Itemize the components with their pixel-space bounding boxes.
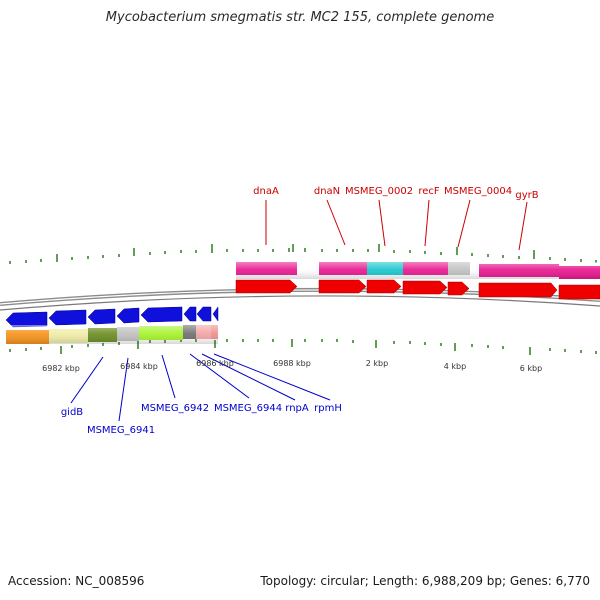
gene-label-rpmH: rpmH — [314, 403, 342, 414]
gene-label-recF: recF — [418, 186, 440, 197]
position-label-6kbp: 6 kbp — [520, 364, 542, 373]
gene-label-msmeg-6941: MSMEG_6941 — [87, 425, 155, 436]
position-label-6982kbp: 6982 kbp — [42, 364, 80, 373]
upper-gene-leaders — [265, 199, 528, 251]
accession-label: Accession: NC_008596 — [8, 574, 145, 588]
gene-label-msmeg-0002: MSMEG_0002 — [345, 186, 413, 197]
gene-label-rnpA: rnpA — [285, 403, 309, 414]
position-label-6988kbp: 6988 kbp — [273, 359, 311, 368]
gene-label-gidB: gidB — [61, 407, 83, 418]
forward-strand-genes — [235, 279, 600, 300]
reverse-strand-genes — [5, 306, 219, 328]
gene-label-dnaA: dnaA — [253, 186, 279, 197]
position-label-4kbp: 4 kbp — [444, 362, 466, 371]
topology-label: Topology: circular; Length: 6,988,209 bp… — [260, 574, 590, 588]
lower-gene-leaders — [70, 353, 331, 422]
gene-label-dnaN: dnaN — [314, 186, 340, 197]
gene-label-msmeg-0004: MSMEG_0004 — [444, 186, 512, 197]
upper-ticks — [9, 244, 597, 264]
gene-label-msmeg-6944: MSMEG_6944 — [214, 403, 282, 414]
position-label-6984kbp: 6984 kbp — [120, 362, 158, 371]
position-label-6986kbp: 6986 kbp — [196, 359, 234, 368]
gene-label-msmeg-6942: MSMEG_6942 — [141, 403, 209, 414]
lower-feature-bar — [6, 325, 218, 344]
upper-feature-bar — [236, 262, 600, 279]
genome-title: Mycobacterium smegmatis str. MC2 155, co… — [105, 10, 495, 25]
position-label-2kbp: 2 kbp — [366, 359, 388, 368]
gene-label-gyrB: gyrB — [515, 190, 538, 201]
